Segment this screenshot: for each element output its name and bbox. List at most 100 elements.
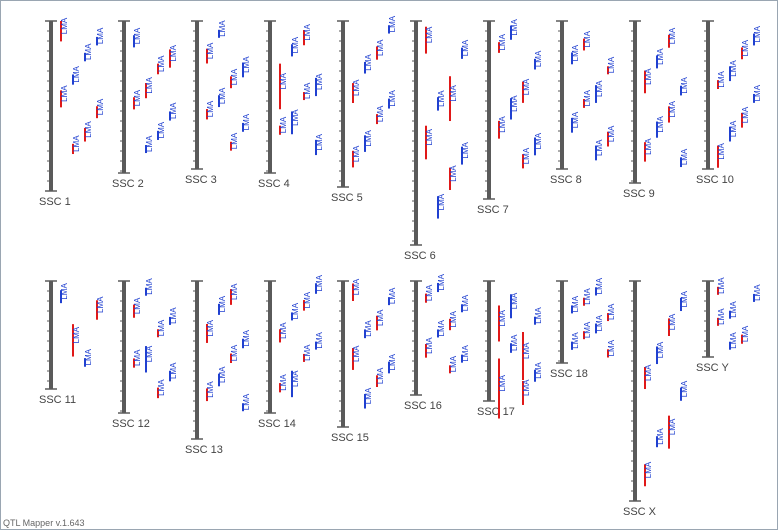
qtl-label[interactable]: LMA [644,364,653,381]
qtl-label[interactable]: LMA [352,345,361,362]
qtl-label[interactable]: LMA [364,54,373,71]
qtl-label[interactable]: LMA [303,291,312,308]
qtl-label[interactable]: LMA [437,193,446,210]
qtl-label[interactable]: LMA [534,50,543,67]
qtl-label[interactable]: LMA [522,78,531,95]
qtl-label[interactable]: LMA [583,30,592,47]
qtl-label[interactable]: LMA [607,125,616,142]
qtl-label[interactable]: LMA [425,128,434,145]
qtl-label[interactable]: LMA [510,334,519,351]
qtl-label[interactable]: LMA [291,109,300,126]
qtl-label[interactable]: LMA [352,145,361,162]
qtl-label[interactable]: LMA [72,65,81,82]
qtl-label[interactable]: LMA [461,142,470,159]
qtl-label[interactable]: LMA [583,321,592,338]
qtl-label[interactable]: LMA [60,283,69,300]
qtl-label[interactable]: LMA [157,121,166,138]
qtl-label[interactable]: LMA [230,68,239,85]
qtl-label[interactable]: LMA [218,20,227,37]
qtl-label[interactable]: LMA [218,295,227,312]
qtl-label[interactable]: LMA [571,44,580,61]
qtl-label[interactable]: LMA [656,116,665,133]
qtl-label[interactable]: LMA [315,133,324,150]
qtl-label[interactable]: LMA [729,120,738,137]
qtl-label[interactable]: LMA [145,278,154,295]
qtl-label[interactable]: LMA [206,42,215,59]
qtl-label[interactable]: LMA [729,301,738,318]
qtl-label[interactable]: LMA [60,85,69,102]
qtl-label[interactable]: LMA [291,370,300,387]
qtl-label[interactable]: LMA [449,165,458,182]
qtl-label[interactable]: LMA [425,26,434,43]
qtl-label[interactable]: LMA [461,294,470,311]
qtl-label[interactable]: LMA [364,387,373,404]
qtl-label[interactable]: LMA [534,362,543,379]
qtl-label[interactable]: LMA [279,374,288,391]
qtl-label[interactable]: LMA [169,362,178,379]
qtl-label[interactable]: LMA [303,24,312,41]
qtl-label[interactable]: LMA [315,274,324,291]
qtl-label[interactable]: LMA [741,39,750,56]
qtl-label[interactable]: LMA [352,278,361,295]
qtl-label[interactable]: LMA [510,95,519,112]
qtl-label[interactable]: LMA [668,313,677,330]
qtl-label[interactable]: LMA [133,89,142,106]
qtl-label[interactable]: LMA [571,111,580,128]
qtl-label[interactable]: LMA [352,79,361,96]
qtl-label[interactable]: LMA [388,15,397,32]
qtl-label[interactable]: LMA [303,344,312,361]
qtl-label[interactable]: LMA [741,106,750,123]
qtl-label[interactable]: LMA [242,56,251,73]
qtl-label[interactable]: LMA [583,89,592,106]
qtl-label[interactable]: LMA [753,25,762,42]
qtl-label[interactable]: LMA [449,310,458,327]
qtl-label[interactable]: LMA [498,309,507,326]
qtl-label[interactable]: LMA [437,319,446,336]
qtl-label[interactable]: LMA [437,90,446,107]
qtl-label[interactable]: LMA [595,80,604,97]
qtl-label[interactable]: LMA [571,295,580,312]
qtl-label[interactable]: LMA [680,290,689,307]
qtl-label[interactable]: LMA [583,288,592,305]
qtl-label[interactable]: LMA [534,132,543,149]
qtl-label[interactable]: LMA [84,348,93,365]
qtl-label[interactable]: LMA [315,73,324,90]
qtl-label[interactable]: LMA [595,139,604,156]
qtl-label[interactable]: LMA [522,147,531,164]
qtl-label[interactable]: LMA [242,113,251,130]
qtl-label[interactable]: LMA [522,379,531,396]
qtl-label[interactable]: LMA [668,27,677,44]
qtl-label[interactable]: LMA [729,332,738,349]
qtl-label[interactable]: LMA [717,70,726,87]
qtl-label[interactable]: LMA [279,322,288,339]
qtl-label[interactable]: LMA [206,319,215,336]
qtl-label[interactable]: LMA [157,379,166,396]
qtl-label[interactable]: LMA [230,283,239,300]
qtl-label[interactable]: LMA [157,319,166,336]
qtl-label[interactable]: LMA [510,292,519,309]
qtl-label[interactable]: LMA [96,27,105,44]
qtl-label[interactable]: LMA [84,43,93,60]
qtl-label[interactable]: LMA [644,68,653,85]
qtl-label[interactable]: LMA [522,342,531,359]
qtl-label[interactable]: LMA [449,85,458,102]
